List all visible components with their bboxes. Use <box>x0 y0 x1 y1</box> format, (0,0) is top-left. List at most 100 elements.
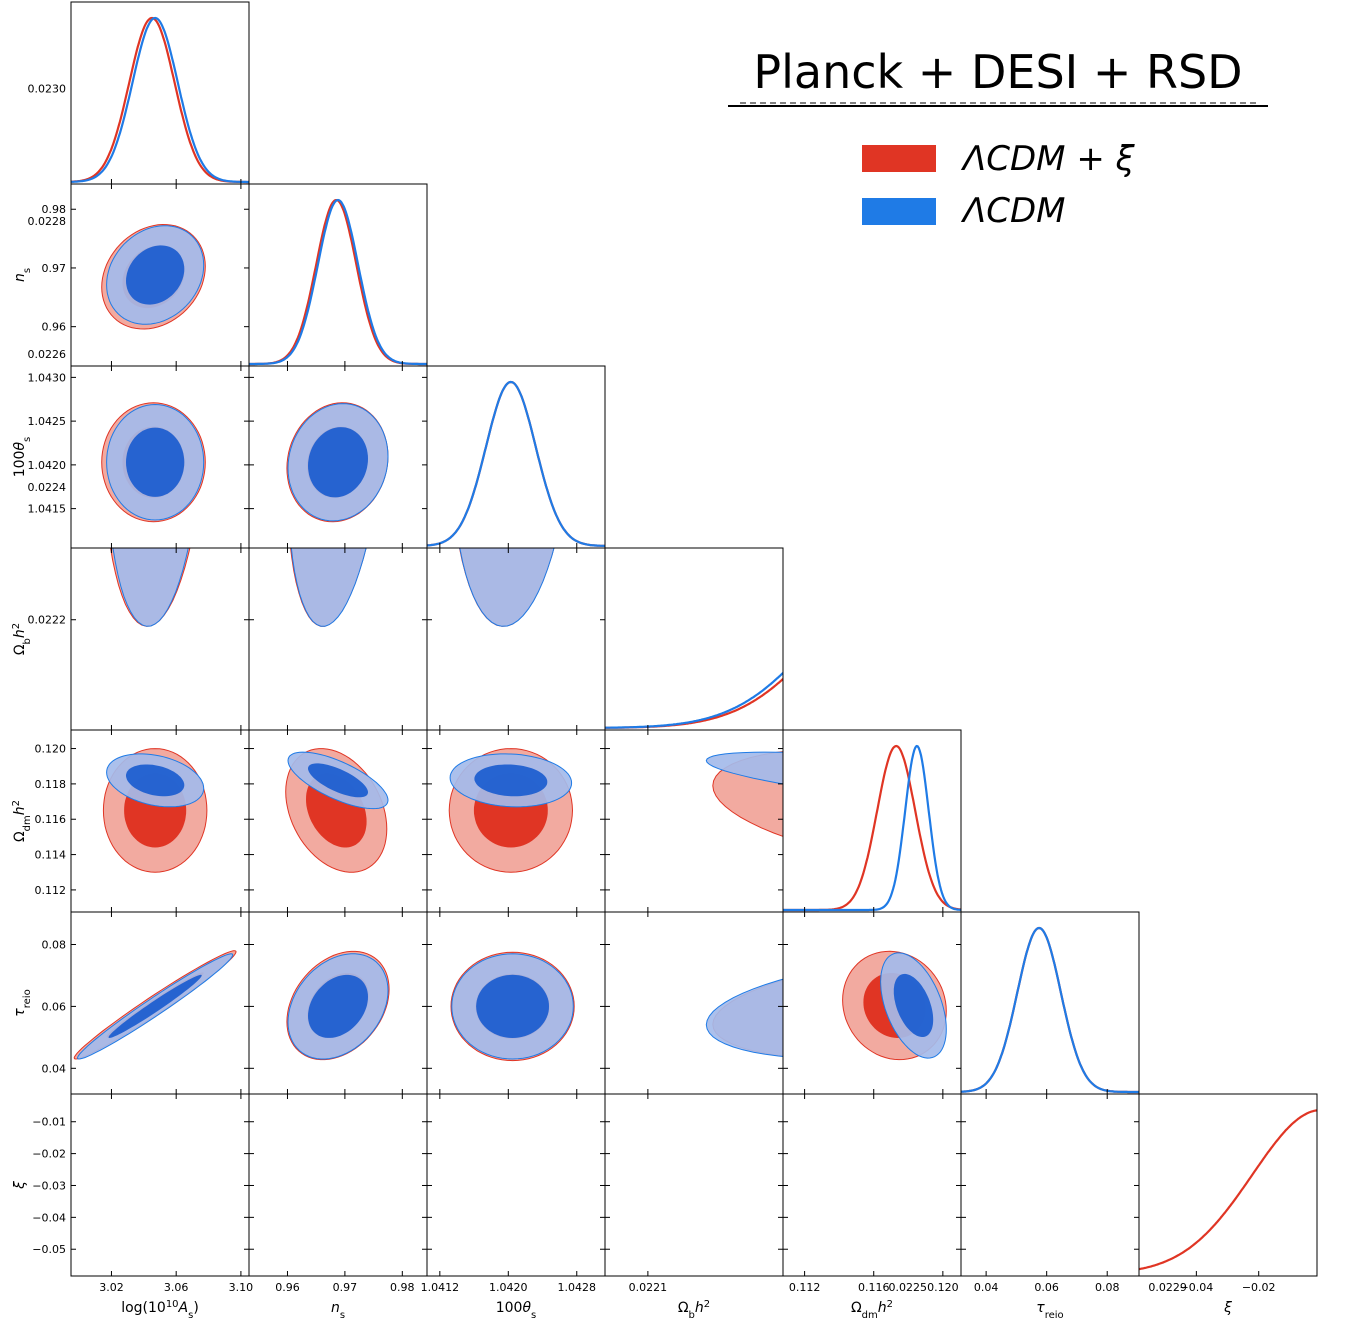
y-axis-label-tau: τreio <box>12 989 33 1016</box>
y-axis-label-omdm: Ωdmh2 <box>11 800 33 842</box>
panel-content <box>459 297 555 627</box>
legend-swatch-blue <box>862 198 936 225</box>
y-tick-label: 1.0425 <box>28 415 67 428</box>
panel-omb-omb <box>604 547 784 731</box>
x-tick-label: 0.97 <box>333 1281 358 1294</box>
contour-blue-2sigma <box>459 548 555 627</box>
y-tick-label: −0.01 <box>32 1116 66 1129</box>
panel-content <box>427 380 605 547</box>
panel-frame <box>960 1093 1140 1277</box>
y-tick-label: 1.0415 <box>28 503 67 516</box>
panel-content <box>71 16 249 184</box>
x-tick-label: 0.98 <box>390 1281 415 1294</box>
x-axis-label-ns: ns <box>331 1300 345 1319</box>
contour-blue-1sigma <box>476 974 549 1038</box>
x-axis-label-omdm: Ωdmh2 <box>851 1299 893 1320</box>
panel-content <box>1139 1109 1317 1271</box>
contour-blue-1sigma <box>893 973 934 1037</box>
panel-frame <box>604 1093 784 1277</box>
panel-omdm-tau <box>782 911 962 1095</box>
panel-frame <box>248 183 428 367</box>
y-tick-label: −0.04 <box>32 1211 66 1224</box>
panel-theta-omb <box>426 297 606 731</box>
panel-frame <box>782 729 962 913</box>
panel-frame <box>1138 1093 1318 1277</box>
y-tick-label: 1.0430 <box>28 371 67 384</box>
legend: Planck + DESI + RSD ΛCDM + ξ ΛCDM <box>728 45 1268 231</box>
panel-frame <box>70 1093 250 1277</box>
y-tick-label: −0.02 <box>32 1148 66 1161</box>
posterior-blue-omdm <box>783 744 961 912</box>
panel-content <box>249 198 427 366</box>
panel-content <box>605 672 783 729</box>
contour-blue-1sigma <box>476 297 549 544</box>
panel-content <box>286 950 390 1061</box>
y-tick-label: 0.0226 <box>28 348 67 361</box>
panel-ns-ns <box>248 183 428 367</box>
panel-frame <box>960 911 1140 1095</box>
y-tick-label: 0.0224 <box>28 481 67 494</box>
panel-logA-theta <box>70 365 250 549</box>
contour-blue-1sigma <box>108 974 202 1038</box>
panel-content <box>73 950 237 1060</box>
contour-blue-1sigma <box>308 974 368 1038</box>
y-tick-label: 0.120 <box>35 743 67 756</box>
y-tick-label: 0.0222 <box>28 614 67 627</box>
legend-label-blue: ΛCDM <box>960 191 1066 231</box>
x-axis-label-tau: τreio <box>1036 1300 1063 1319</box>
panel-omb-omdm <box>604 729 784 913</box>
x-tick-label: 3.10 <box>229 1281 254 1294</box>
panel-frame <box>426 365 606 549</box>
x-tick-label: 0.0229 <box>1148 1281 1187 1294</box>
posterior-red-theta <box>427 380 605 547</box>
x-tick-label: 0.0225 <box>888 1281 927 1294</box>
panel-logA-omdm <box>70 729 250 913</box>
panel-content <box>286 402 389 523</box>
contour-blue-1sigma <box>308 763 368 798</box>
x-tick-label: 0.08 <box>1095 1281 1120 1294</box>
panel-content <box>110 548 191 627</box>
y-axis-label-omb: Ωbh2 <box>11 623 33 655</box>
panel-logA-tau <box>70 911 250 1095</box>
panel-ns-xi <box>248 1093 428 1277</box>
panel-content <box>290 548 367 627</box>
panel-content <box>705 978 783 1057</box>
contour-blue-2sigma <box>705 751 783 785</box>
contour-blue-1sigma <box>126 245 185 305</box>
x-axis-label-omb: Ωbh2 <box>678 1299 710 1320</box>
posterior-red-omdm <box>783 744 961 912</box>
panel-theta-theta <box>426 365 606 549</box>
panel-ns-omb <box>248 547 428 731</box>
x-tick-label: 0.96 <box>275 1281 300 1294</box>
panel-logA-omb <box>70 547 250 731</box>
panel-theta-omdm <box>426 729 606 913</box>
contour-blue-1sigma <box>126 427 185 497</box>
posterior-red-tau <box>961 926 1139 1094</box>
panel-content <box>450 951 575 1062</box>
y-tick-label: 0.0228 <box>28 215 67 228</box>
panel-theta-xi <box>426 1093 606 1277</box>
panel-ns-theta <box>248 365 428 549</box>
chart-title: Planck + DESI + RSD <box>753 45 1242 99</box>
panels-layer: 0.96 0.97 0.98 ns 1.0415 1.0420 1.0425 1.0430 10… <box>11 1 1318 1321</box>
y-axis-label-theta: 100θs <box>12 437 33 478</box>
y-tick-label: −0.03 <box>32 1179 66 1192</box>
panel-content <box>705 751 783 837</box>
x-tick-label: −0.02 <box>1242 1281 1276 1294</box>
x-tick-label: 0.112 <box>789 1281 821 1294</box>
y-tick-label: 0.118 <box>35 778 67 791</box>
y-tick-label: 0.04 <box>42 1062 67 1075</box>
panel-content <box>101 223 206 330</box>
panel-frame <box>782 1093 962 1277</box>
contour-blue-2sigma <box>705 978 783 1057</box>
posterior-blue-theta <box>427 380 605 547</box>
panel-omdm-omdm <box>782 729 962 913</box>
panel-ns-omdm <box>248 729 428 913</box>
y-tick-label: 0.96 <box>42 321 67 334</box>
x-tick-label: 1.0428 <box>558 1281 597 1294</box>
x-tick-label: 3.02 <box>99 1281 124 1294</box>
x-tick-label: 0.06 <box>1034 1281 1059 1294</box>
x-tick-label: 1.0412 <box>421 1281 460 1294</box>
panel-frame <box>248 1093 428 1277</box>
